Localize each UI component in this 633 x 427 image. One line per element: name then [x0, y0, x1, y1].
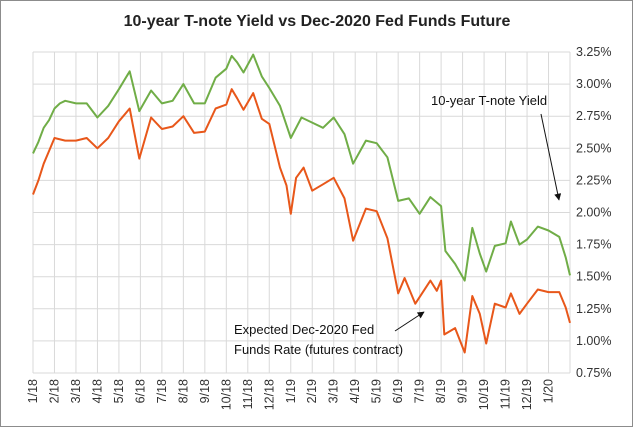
annotation-fedfunds-arrow: [394, 311, 425, 332]
x-axis-ticks: 1/18 2/18 3/18 4/18 5/18 6/18 7/18 8/18 9/18 10/1…: [26, 379, 556, 410]
gridlines: [32, 51, 571, 374]
y-tick-label: 1.25%: [576, 302, 611, 316]
x-tick-label: 1/18: [26, 379, 40, 403]
x-tick-label: 6/19: [391, 379, 405, 403]
x-tick-label: 4/19: [348, 379, 362, 403]
chart-title: 10-year T-note Yield vs Dec-2020 Fed Fun…: [124, 13, 511, 30]
y-tick-label: 2.50%: [576, 141, 611, 155]
y-tick-label: 1.75%: [576, 238, 611, 252]
y-axis-ticks: 0.75% 1.00% 1.25% 1.50% 1.75% 2.00% 2.25% 2.50%…: [576, 45, 611, 380]
series-10yr-yield-line: [32, 53, 571, 282]
y-tick-label: 3.00%: [576, 77, 611, 91]
x-tick-label: 11/18: [241, 379, 255, 409]
x-tick-label: 9/19: [456, 379, 470, 403]
x-tick-label: 3/19: [327, 379, 341, 403]
x-tick-label: 5/19: [370, 379, 384, 403]
y-tick-label: 1.00%: [576, 334, 611, 348]
x-tick-label: 5/18: [112, 379, 126, 403]
series-fed-funds-future-line: [32, 88, 571, 354]
x-tick-label: 9/18: [198, 379, 212, 403]
x-tick-label: 4/18: [90, 379, 104, 403]
y-tick-label: 2.00%: [576, 206, 611, 220]
y-tick-label: 1.50%: [576, 270, 611, 284]
x-tick-label: 2/18: [47, 379, 61, 403]
y-tick-label: 0.75%: [576, 366, 611, 380]
x-tick-label: 10/18: [219, 379, 233, 410]
x-tick-label: 8/19: [434, 379, 448, 403]
y-tick-label: 2.25%: [576, 173, 611, 187]
x-tick-label: 6/18: [133, 379, 147, 403]
x-tick-label: 7/19: [413, 379, 427, 403]
annotation-fedfunds-label-line2: Funds Rate (futures contract): [234, 342, 403, 357]
x-tick-label: 7/18: [155, 379, 169, 403]
x-tick-label: 1/19: [284, 379, 298, 403]
annotation-10yr-arrow: [540, 113, 562, 201]
x-tick-label: 12/18: [262, 379, 276, 410]
y-tick-label: 3.25%: [576, 45, 611, 59]
x-tick-label: 2/19: [305, 379, 319, 403]
x-tick-label: 3/18: [69, 379, 83, 403]
y-tick-label: 2.75%: [576, 109, 611, 123]
annotation-10yr-label: 10-year T-note Yield: [431, 93, 547, 108]
series-lines: [32, 53, 571, 354]
x-tick-label: 10/19: [477, 379, 491, 410]
annotation-fedfunds-label-line1: Expected Dec-2020 Fed: [234, 322, 374, 337]
x-tick-label: 8/18: [176, 379, 190, 403]
x-tick-label: 11/19: [499, 379, 513, 409]
x-tick-label: 12/19: [520, 379, 534, 410]
x-tick-label: 1/20: [542, 379, 556, 403]
